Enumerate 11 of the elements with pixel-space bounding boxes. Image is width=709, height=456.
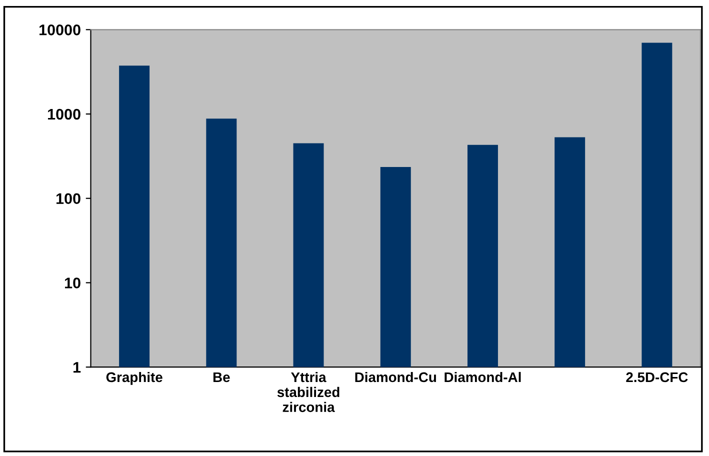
y-tick-label: 10000 xyxy=(40,24,80,36)
x-tick-label: Diamond-Al xyxy=(444,372,521,382)
y-tick-label: 100 xyxy=(56,193,80,204)
x-tick-label: Be xyxy=(213,372,230,382)
x-tick-label: Diamond-Cu xyxy=(355,372,436,382)
y-tick-label: 1000 xyxy=(48,108,80,120)
x-tick-label: Yttria stabilized zirconia xyxy=(277,372,340,412)
y-tick-label: 10 xyxy=(65,278,80,288)
x-tick-label: Graphite xyxy=(106,372,162,385)
y-tick-label: 1 xyxy=(73,362,81,373)
x-tick-label: 2.5D-CFC xyxy=(626,372,688,382)
